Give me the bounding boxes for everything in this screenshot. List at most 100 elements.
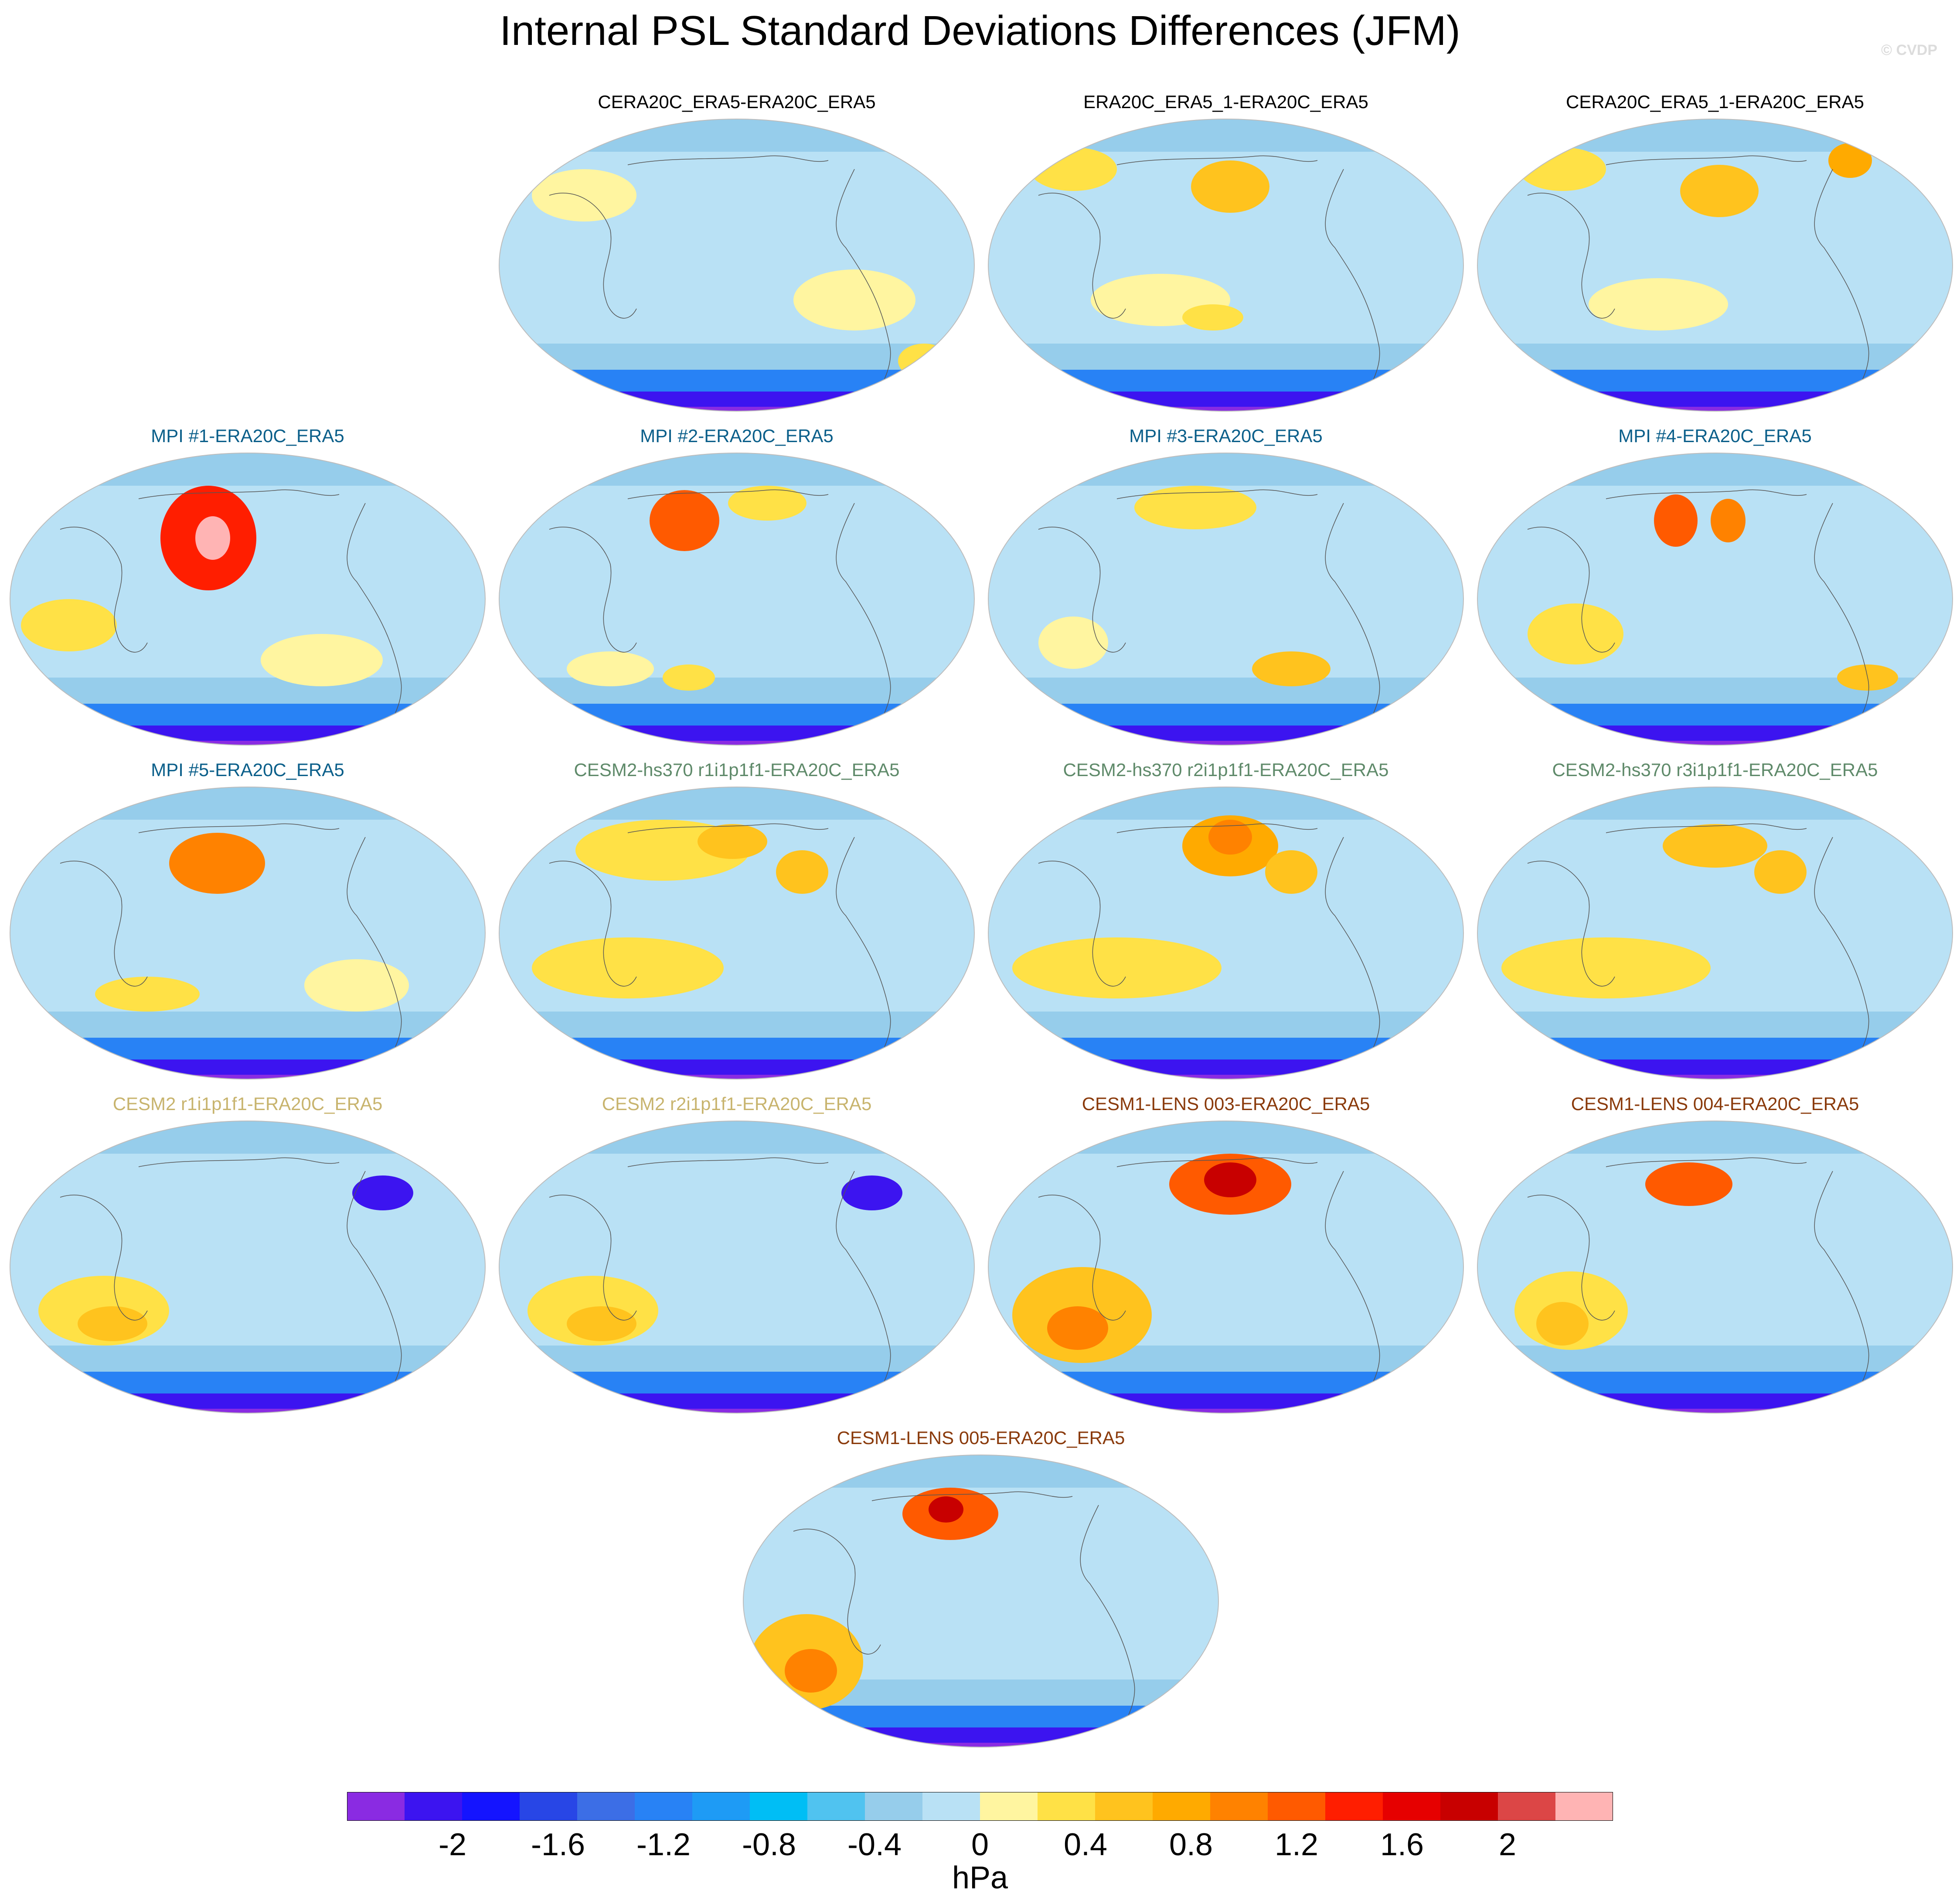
map-svg [499,1121,975,1414]
map-panel: MPI #1-ERA20C_ERA5 [8,426,487,757]
colorbar-tick-label: -0.4 [847,1827,902,1862]
panel-title: CERA20C_ERA5_1-ERA20C_ERA5 [1566,92,1864,112]
panel-title: CESM1-LENS 004-ERA20C_ERA5 [1571,1094,1859,1114]
colorbar-swatch [405,1792,463,1821]
coastline [60,527,148,653]
anomaly-region [169,833,265,894]
map-svg [499,453,975,746]
panel-title: CESM2 r2i1p1f1-ERA20C_ERA5 [602,1094,872,1114]
anomaly-region [1536,1302,1589,1346]
anomaly-region [728,486,806,521]
map-outline [1477,119,1953,412]
map-panel: ERA20C_ERA5_1-ERA20C_ERA5 [986,92,1466,423]
map-svg [988,453,1464,746]
anomaly-region [261,634,383,686]
map-projection [1475,1119,1955,1424]
colorbar-swatch [520,1792,578,1821]
map-svg [743,1455,1219,1748]
colorbar-swatch [1325,1792,1383,1821]
coastline [347,503,402,722]
map-svg [988,1121,1464,1414]
map-svg [10,1121,486,1414]
coastline [1527,1195,1615,1321]
map-projection [8,1119,487,1424]
anomaly-region [1038,617,1108,669]
map-outline [1477,787,1953,1080]
coastline [1038,861,1126,987]
anomaly-region [1680,165,1759,217]
map-panel: CESM2-hs370 r1i1p1f1-ERA20C_ERA5 [497,760,977,1091]
anomaly-region [1265,850,1317,894]
map-outline [10,1121,486,1414]
anomaly-region [195,516,230,560]
coastline [347,1171,402,1390]
colorbar-swatch [692,1792,750,1821]
coastline [871,1491,1073,1501]
map-panel: CERA20C_ERA5_1-ERA20C_ERA5 [1475,92,1955,423]
map-svg [988,119,1464,412]
colorbar-swatch [1555,1792,1613,1821]
coastline [549,527,637,653]
anomaly-region [532,169,636,221]
coastline [1814,169,1869,388]
anomaly-region [1134,486,1256,529]
colorbar-tick-label: 0.8 [1169,1827,1213,1862]
coastline [627,1157,829,1167]
anomaly-region [1663,824,1767,868]
colorbar-swatch [1153,1792,1211,1821]
map-outline [988,119,1464,412]
anomaly-region [304,959,409,1012]
coastline [1038,1195,1126,1321]
colorbar-tick-label: -0.8 [742,1827,796,1862]
colorbar-swatch [347,1792,405,1821]
map-projection [8,451,487,756]
map-panel: CESM2-hs370 r2i1p1f1-ERA20C_ERA5 [986,760,1466,1091]
anomaly-region [1182,304,1243,330]
coastline [549,861,637,987]
map-outline [499,119,975,412]
map-projection [497,117,977,422]
colorbar-swatch [577,1792,635,1821]
coastline [1116,823,1318,833]
map-panel: MPI #2-ERA20C_ERA5 [497,426,977,757]
coastline [347,837,402,1056]
map-panel: MPI #4-ERA20C_ERA5 [1475,426,1955,757]
colorbar-swatch [1440,1792,1498,1821]
coastline [138,489,340,499]
coastline [1116,489,1318,499]
anomaly-region [1047,1306,1108,1350]
anomaly-region [793,269,915,330]
map-projection [986,1119,1466,1424]
coastline [138,823,340,833]
map-projection [497,451,977,756]
map-panel: CESM1-LENS 005-ERA20C_ERA5 [741,1427,1221,1759]
anomaly-region [1208,820,1252,855]
map-svg [10,453,486,746]
map-projection [8,785,487,1090]
coastline [627,823,829,833]
anomaly-region [1501,937,1711,998]
colorbar-swatch [1210,1792,1268,1821]
coastline [1325,837,1380,1056]
map-projection [497,1119,977,1424]
panel-title: CESM2 r1i1p1f1-ERA20C_ERA5 [112,1094,383,1114]
colorbar [347,1792,1613,1821]
map-outline [1477,1121,1953,1414]
anomaly-region [1528,603,1623,664]
colorbar-tick-label: 1.2 [1274,1827,1319,1862]
colorbar-tick-label: 0.4 [1063,1827,1108,1862]
map-panel: MPI #3-ERA20C_ERA5 [986,426,1466,757]
anomaly-region [1252,651,1330,686]
panel-title: MPI #3-ERA20C_ERA5 [1129,426,1323,446]
map-projection [497,785,977,1090]
colorbar-tick-label: -1.2 [636,1827,691,1862]
colorbar-swatch [807,1792,865,1821]
colorbar-swatch [865,1792,923,1821]
coastline [793,1529,881,1655]
figure-title: Internal PSL Standard Deviations Differe… [500,7,1460,54]
map-panel: CESM2-hs370 r3i1p1f1-ERA20C_ERA5 [1475,760,1955,1091]
map-svg [1477,787,1953,1080]
map-outline [988,453,1464,746]
panel-title: CESM1-LENS 005-ERA20C_ERA5 [837,1427,1125,1448]
anomaly-region [1030,147,1117,191]
